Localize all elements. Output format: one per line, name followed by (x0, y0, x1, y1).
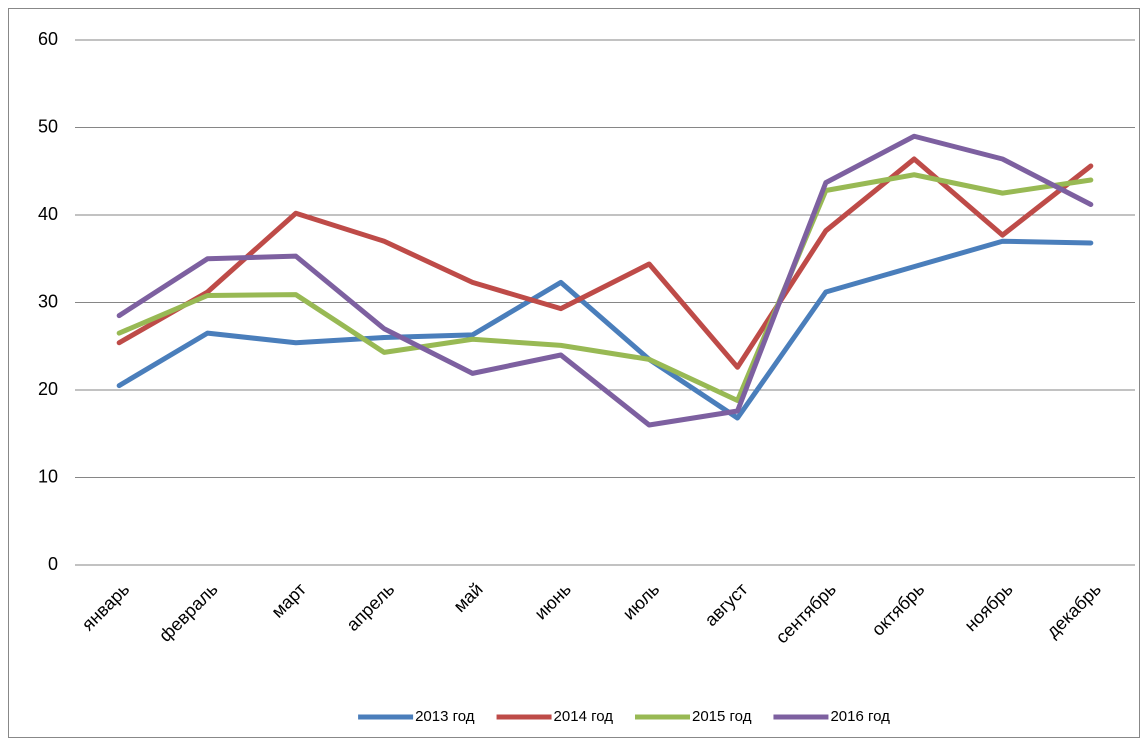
series-line (116, 133, 1094, 428)
chart-frame (8, 8, 1140, 738)
y-tick-label: 0 (48, 554, 58, 574)
y-tick-label: 60 (38, 29, 58, 49)
series-line (116, 156, 1094, 370)
y-tick-label: 50 (38, 116, 58, 136)
y-tick-label: 40 (38, 204, 58, 224)
legend-label: 2014 год (554, 708, 614, 725)
legend: 2013 год 2014 год 2015 год 2016 год (358, 708, 890, 725)
series-line (116, 172, 1094, 403)
y-tick-label: 30 (38, 291, 58, 311)
y-tick-label: 20 (38, 379, 58, 399)
legend-label: 2013 год (415, 708, 475, 725)
legend-label: 2016 год (830, 708, 890, 725)
legend-label: 2015 год (692, 708, 752, 725)
series-line (116, 238, 1094, 421)
y-tick-label: 10 (38, 466, 58, 486)
